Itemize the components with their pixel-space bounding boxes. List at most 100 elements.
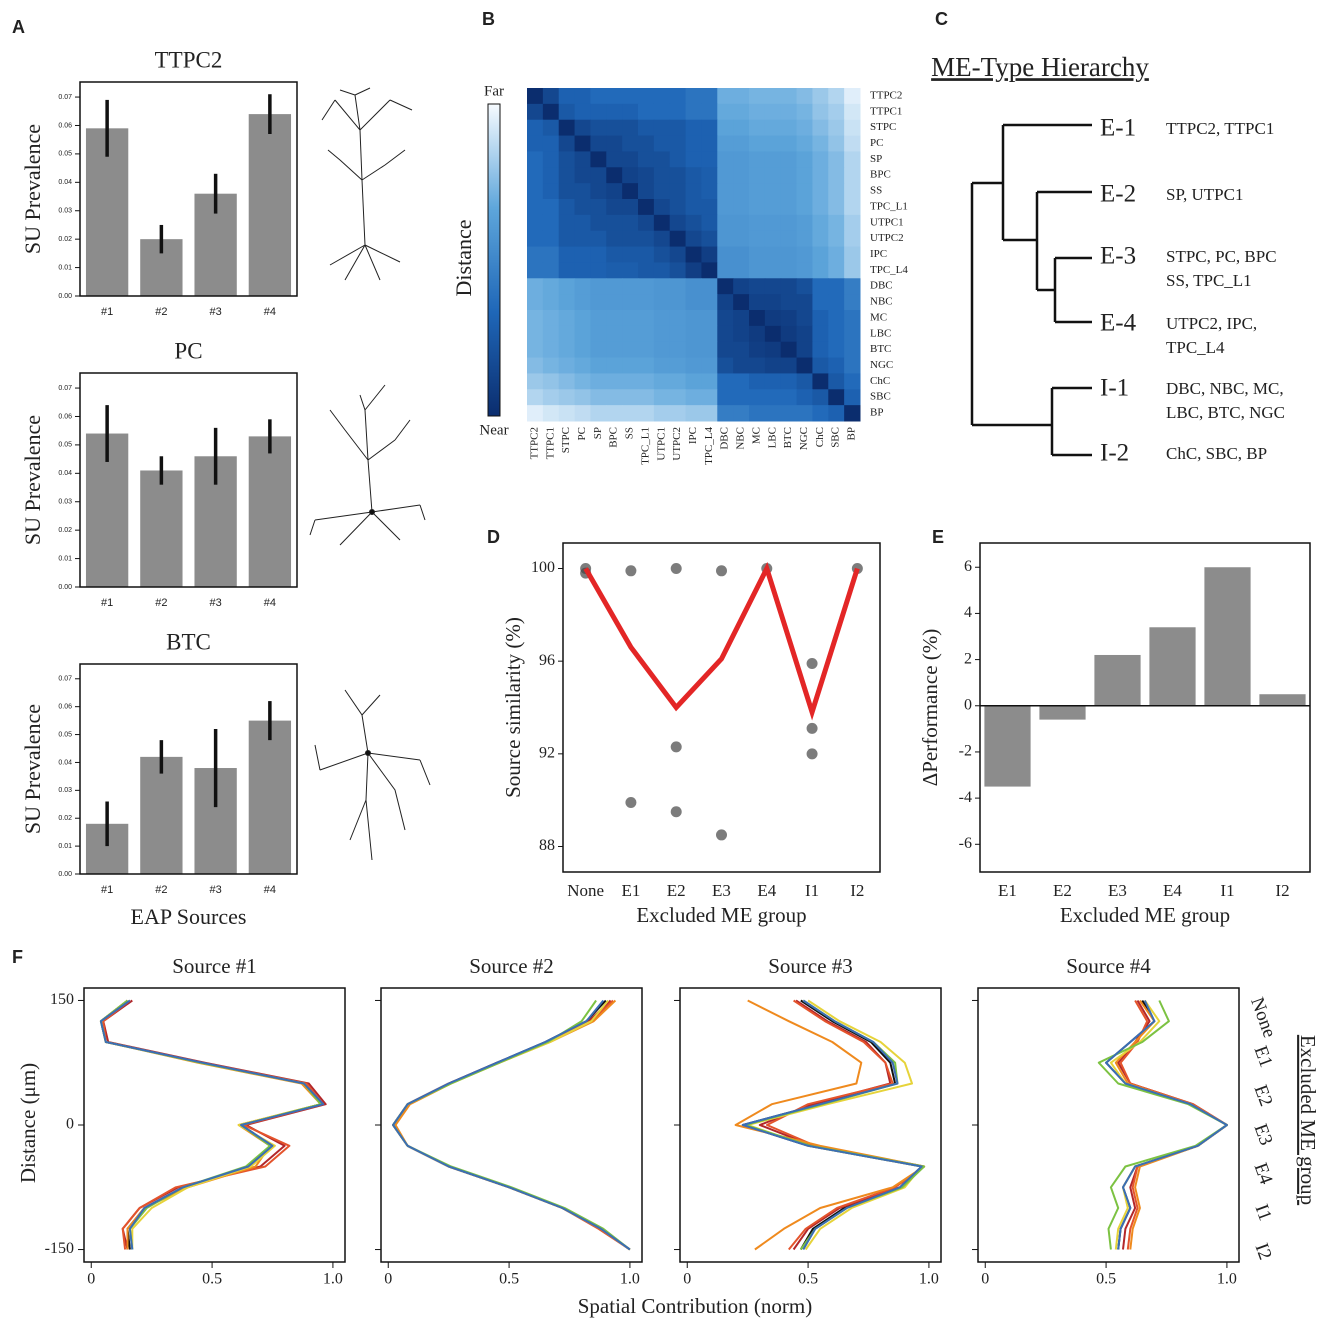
hierarchy-title: ME-Type Hierarchy	[931, 52, 1149, 82]
x-tick-label: #1	[101, 597, 113, 609]
heatmap-cell	[638, 88, 655, 105]
bar	[1204, 567, 1251, 706]
heatmap-cell	[733, 167, 750, 184]
heatmap-cell	[558, 373, 576, 390]
heatmap-cell	[717, 88, 734, 105]
legend-entry: E1	[1250, 1043, 1277, 1070]
heatmap-cell	[812, 230, 829, 248]
heatmap-cell	[653, 341, 671, 359]
chart-title: PC	[174, 338, 202, 363]
column-label: PC	[576, 427, 588, 440]
heatmap-cell	[638, 373, 655, 390]
heatmap-cell	[606, 310, 623, 327]
heatmap-cell	[653, 183, 671, 200]
profile-line	[99, 999, 322, 1250]
heatmap-cell	[622, 214, 639, 232]
heatmap-cell	[780, 341, 798, 359]
heatmap-cell	[780, 389, 798, 406]
heatmap-cell	[780, 357, 798, 374]
y-tick-label: 0.04	[58, 470, 72, 477]
heatmap-cell	[844, 278, 861, 295]
heatmap-cell	[701, 294, 718, 311]
heatmap-cell	[828, 199, 845, 216]
heatmap-cell	[796, 230, 813, 248]
heatmap-cell	[749, 405, 766, 422]
heatmap-cell	[574, 341, 591, 359]
heatmap-cell	[844, 389, 861, 406]
heatmap-cell	[685, 214, 702, 232]
data-point	[625, 565, 637, 577]
heatmap-cell	[558, 119, 576, 137]
tree-links	[970, 123, 1092, 457]
group-members: UTPC2, IPC,	[1166, 314, 1257, 333]
heatmap-cell	[828, 262, 845, 279]
heatmap-cell	[701, 278, 718, 295]
heatmap-cell	[527, 119, 544, 137]
heatmap-cell	[527, 341, 544, 359]
x-tick-label: #1	[101, 306, 113, 318]
heatmap-cell	[717, 246, 734, 263]
heatmap-cell	[606, 389, 623, 406]
heatmap-cell	[590, 278, 607, 295]
bar	[248, 436, 292, 587]
profile-line	[392, 999, 631, 1251]
y-tick-label: 92	[539, 745, 555, 762]
heatmap-cell	[638, 405, 655, 422]
heatmap-cell	[685, 151, 702, 168]
x-tick-label: #2	[155, 597, 167, 609]
y-tick-label: 0.05	[58, 442, 72, 449]
heatmap-cell	[527, 357, 544, 374]
heatmap-cell	[606, 357, 623, 374]
heatmap-cell	[653, 214, 671, 232]
panel-letter: D	[487, 527, 500, 547]
row-label: BP	[870, 407, 883, 419]
heatmap-cell	[542, 373, 560, 390]
heatmap-cell	[606, 373, 623, 390]
heatmap-cell	[622, 103, 639, 121]
heatmap-cell	[653, 325, 671, 343]
row-label: STPC	[870, 121, 896, 133]
heatmap-cell	[653, 103, 671, 121]
heatmap-cell	[542, 246, 560, 263]
heatmap-cell	[701, 167, 718, 184]
heatmap-cell	[764, 199, 782, 216]
heatmap-cell	[733, 357, 750, 374]
heatmap-cell	[812, 357, 829, 374]
heatmap-cell	[764, 389, 782, 406]
y-tick-label: 0.01	[58, 843, 72, 850]
axes-frame	[79, 663, 298, 875]
heatmap-cell	[733, 246, 750, 263]
colorbar-max-label: Far	[484, 83, 504, 99]
heatmap-cell	[780, 199, 798, 216]
heatmap-cell	[717, 135, 734, 152]
heatmap-cell	[622, 325, 639, 343]
heatmap-cell	[590, 151, 607, 168]
heatmap-cell	[622, 389, 639, 406]
column-label: SP	[592, 427, 604, 439]
heatmap-cell	[717, 389, 734, 406]
heatmap-cell	[701, 341, 718, 359]
row-label: SS	[870, 185, 882, 197]
heatmap-cell	[622, 373, 639, 390]
heatmap-cell	[764, 246, 782, 263]
heatmap-cell	[764, 230, 782, 248]
column-label: TPC_L1	[639, 427, 651, 465]
heatmap-cell	[844, 183, 861, 200]
heatmap-cell	[606, 214, 623, 232]
y-tick-label: 6	[964, 558, 972, 575]
heatmap-cell	[653, 310, 671, 327]
heatmap-cell	[622, 135, 639, 152]
heatmap-cell	[669, 357, 687, 374]
heatmap-cell	[717, 373, 734, 390]
heatmap-cell	[574, 230, 591, 248]
heatmap-cell	[828, 294, 845, 311]
heatmap-cell	[812, 325, 829, 343]
column-label: ChC	[814, 427, 826, 447]
heatmap-cell	[653, 294, 671, 311]
heatmap-cell	[764, 167, 782, 184]
heatmap-cell	[780, 310, 798, 327]
heatmap-cell	[606, 325, 623, 343]
profile-line	[1105, 1000, 1228, 1250]
heatmap-cell	[558, 199, 576, 216]
heatmap-cell	[717, 341, 734, 359]
